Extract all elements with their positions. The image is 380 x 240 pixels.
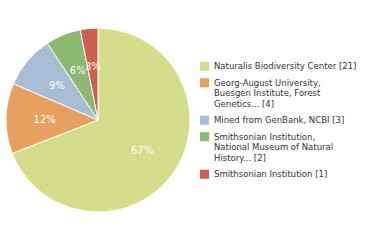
legend-label-line: Smithsonian Institution [1] xyxy=(214,169,327,179)
legend-label-line: Georg-August University, xyxy=(214,78,321,88)
legend-swatch xyxy=(200,62,209,71)
data-label: 67% xyxy=(131,145,153,156)
legend-entry: Naturalis Biodiversity Center [21] xyxy=(200,61,356,71)
legend-entry: Smithsonian Institution,National Museum … xyxy=(200,132,333,163)
legend-label-line: History... [2] xyxy=(214,153,266,163)
data-label: 3% xyxy=(85,61,101,72)
legend-swatch xyxy=(200,116,209,125)
data-label: 6% xyxy=(70,65,86,76)
legend-label-line: Mined from GenBank, NCBI [3] xyxy=(214,115,344,125)
legend-label-line: National Museum of Natural xyxy=(214,142,333,152)
legend-label: Mined from GenBank, NCBI [3] xyxy=(214,115,344,125)
legend-swatch xyxy=(200,170,209,179)
data-label: 12% xyxy=(34,114,56,125)
data-labels: 67% 12% 9% 6%3% xyxy=(34,61,154,155)
chart: 67% 12% 9% 6%3% Naturalis Biodiversity Cente… xyxy=(0,0,380,240)
pie-slice xyxy=(12,28,190,212)
legend-entry: Mined from GenBank, NCBI [3] xyxy=(200,115,344,125)
legend-label-line: Smithsonian Institution, xyxy=(214,132,315,142)
legend-label: Smithsonian Institution [1] xyxy=(214,169,327,179)
legend-entry: Georg-August University,Buesgen Institut… xyxy=(200,78,321,109)
legend-label-line: Buesgen Institute, Forest xyxy=(214,88,321,98)
legend-label: Naturalis Biodiversity Center [21] xyxy=(214,61,356,71)
legend-swatch xyxy=(200,132,209,141)
legend: Naturalis Biodiversity Center [21] Georg-… xyxy=(200,61,356,179)
legend-label: Smithsonian Institution,National Museum … xyxy=(214,132,333,163)
legend-label: Georg-August University,Buesgen Institut… xyxy=(214,78,321,109)
legend-label-line: Naturalis Biodiversity Center [21] xyxy=(214,61,356,71)
legend-swatch xyxy=(200,78,209,87)
data-label: 9% xyxy=(49,80,65,91)
legend-entry: Smithsonian Institution [1] xyxy=(200,169,327,179)
legend-label-line: Genetics... [4] xyxy=(214,99,274,109)
pie xyxy=(6,28,190,212)
